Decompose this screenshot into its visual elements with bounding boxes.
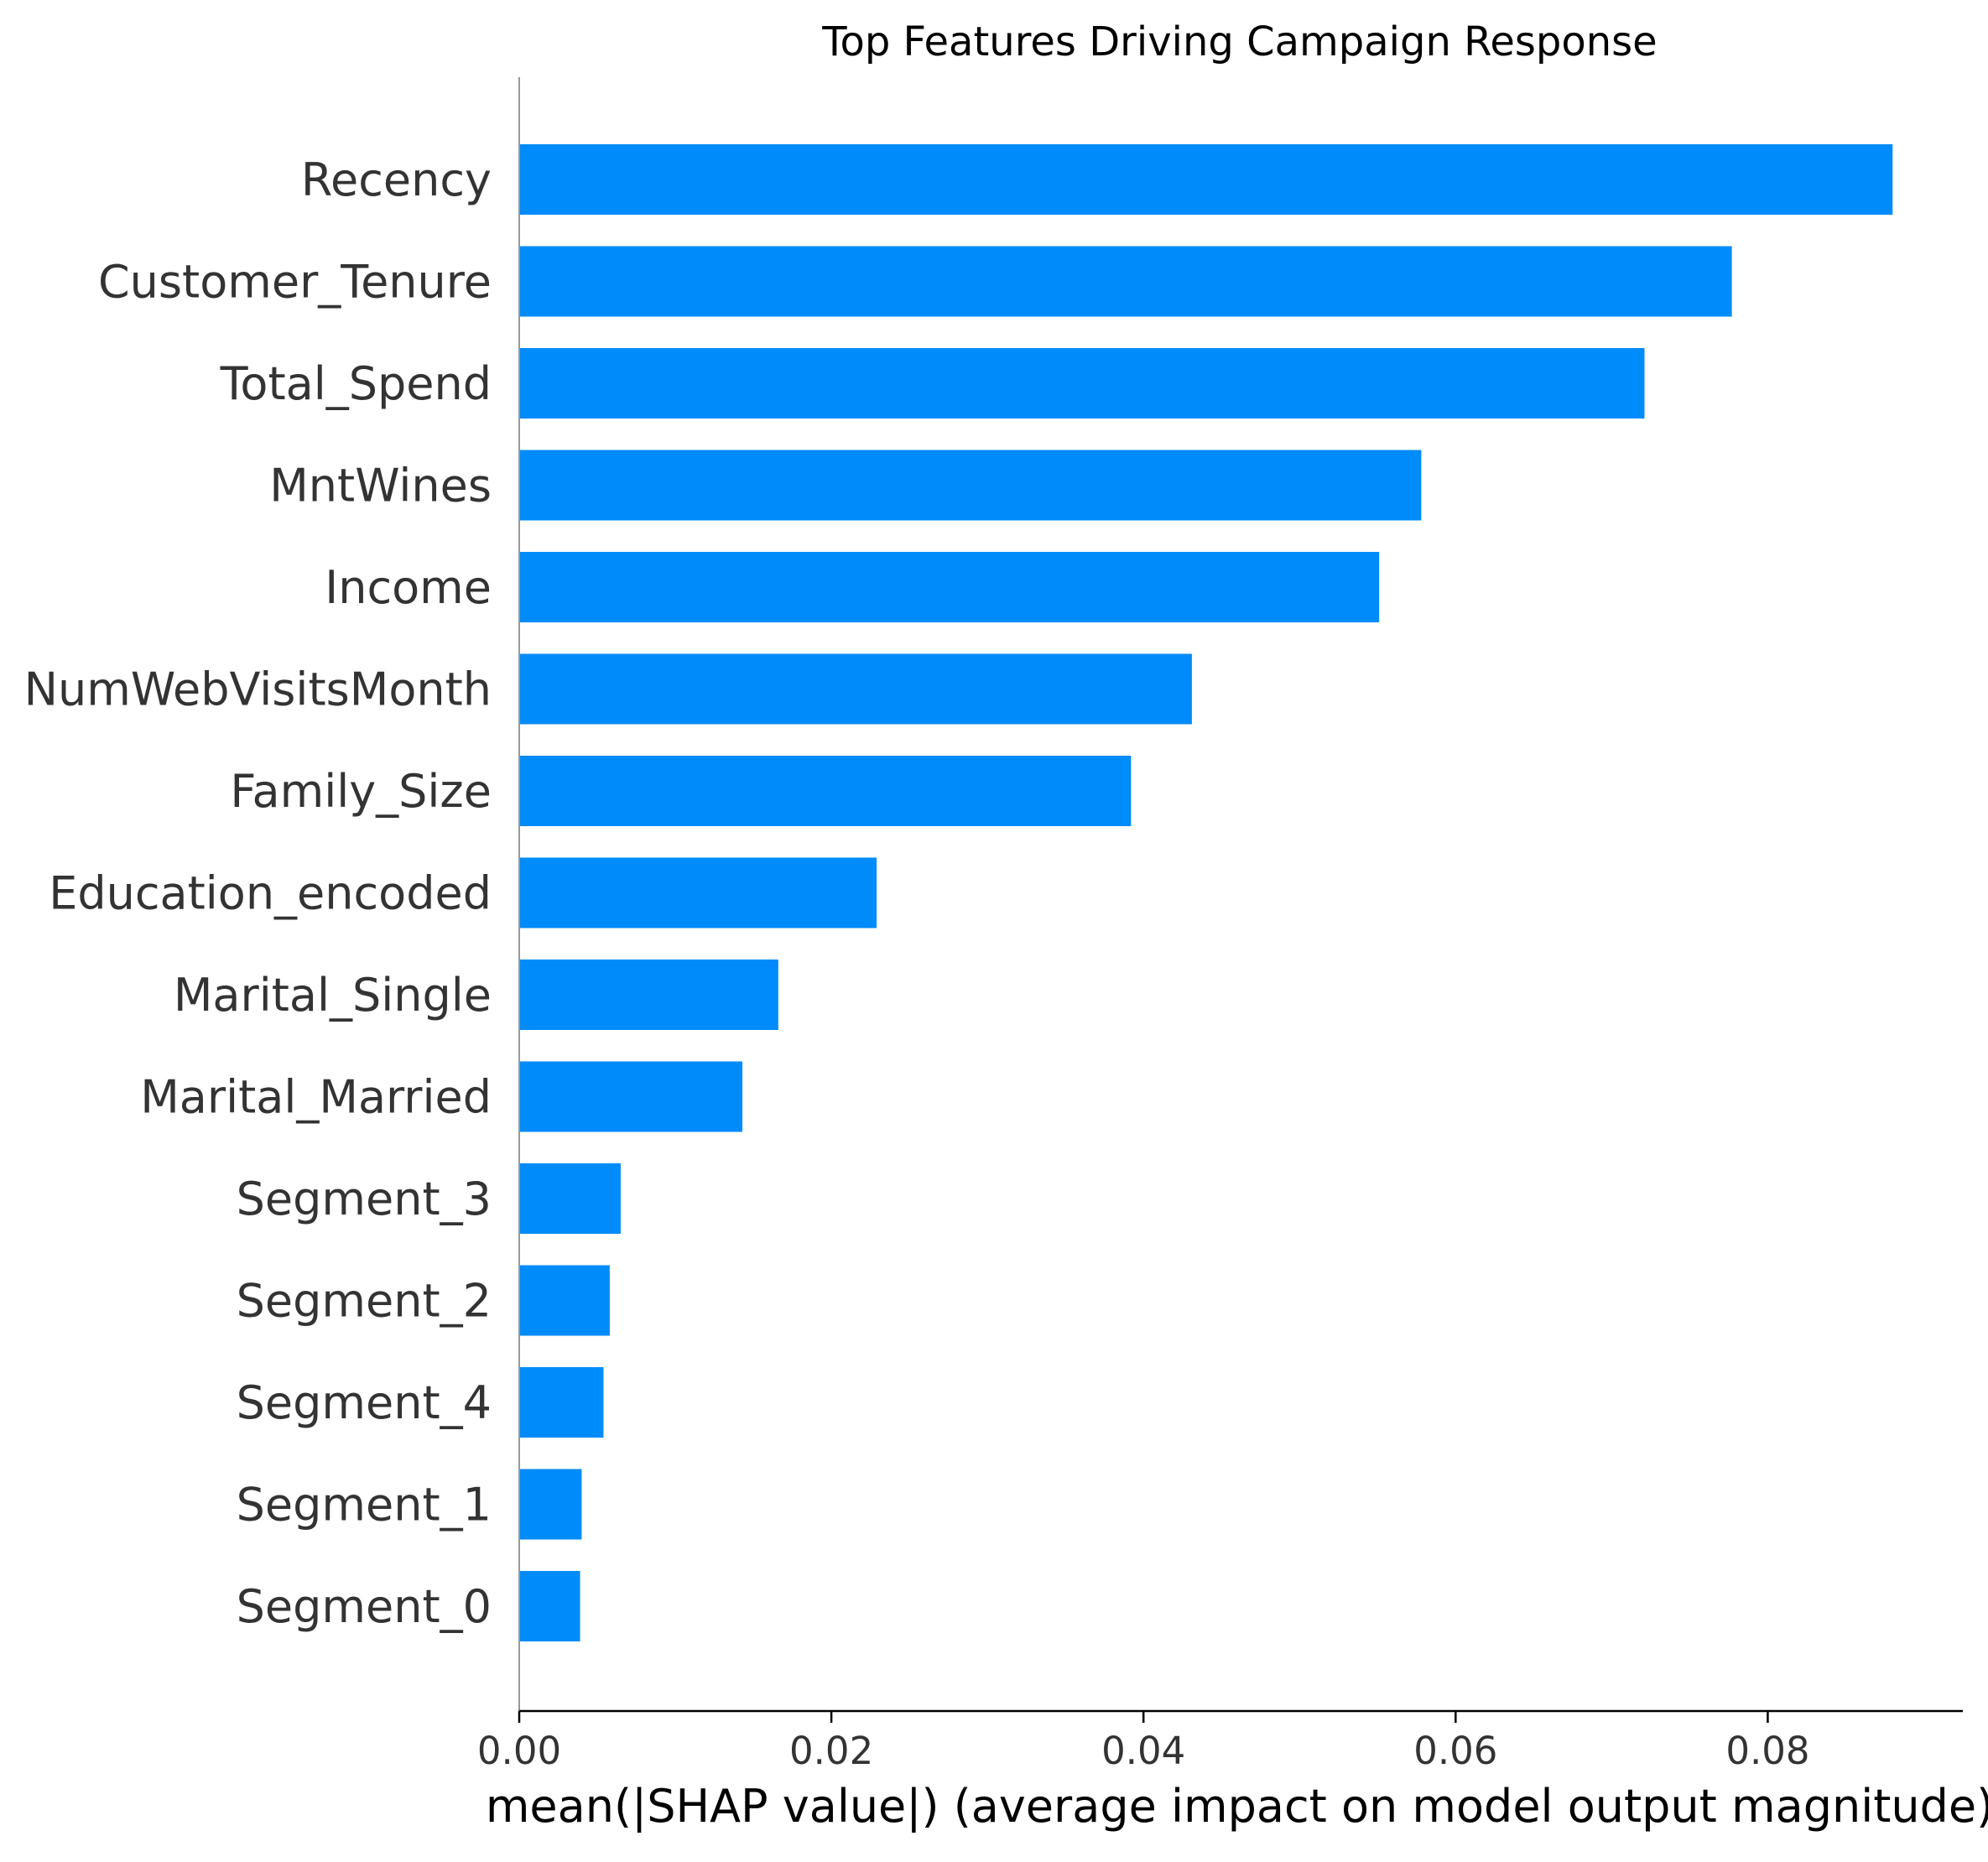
category-label: Marital_Single — [174, 969, 492, 1022]
bar-mntwines — [519, 450, 1422, 521]
bar-recency — [519, 144, 1893, 215]
x-tick-label: 0.06 — [1413, 1729, 1497, 1773]
chart-title: Top Features Driving Campaign Response — [821, 18, 1657, 65]
bar-segment-0 — [519, 1571, 580, 1641]
category-label: Customer_Tenure — [98, 256, 492, 309]
bar-family-size — [519, 756, 1132, 826]
x-axis-label: mean(|SHAP value|) (average impact on mo… — [486, 1780, 1988, 1833]
bar-marital-married — [519, 1061, 743, 1132]
bar-numwebvisitsmonth — [519, 653, 1192, 725]
category-label: Education_encoded — [49, 867, 492, 920]
category-label: Segment_1 — [237, 1479, 492, 1532]
category-label: MntWines — [269, 460, 492, 512]
bar-education-encoded — [519, 857, 877, 928]
bar-segment-4 — [519, 1367, 604, 1438]
category-labels-group: Recency Customer_Tenure Total_Spend MntWine… — [24, 153, 492, 1633]
category-label: NumWebVisitsMonth — [24, 663, 492, 716]
category-label: Marital_Married — [140, 1071, 492, 1124]
bars-group — [519, 144, 1893, 1641]
category-label: Total_Spend — [220, 357, 492, 410]
x-tick-label: 0.02 — [789, 1729, 873, 1773]
x-tick-label: 0.04 — [1101, 1729, 1185, 1773]
category-label: Recency — [301, 153, 492, 206]
category-label: Segment_4 — [237, 1376, 492, 1429]
category-label: Segment_2 — [237, 1275, 492, 1328]
category-label: Family_Size — [230, 765, 492, 818]
bar-segment-3 — [519, 1163, 621, 1234]
category-label: Segment_3 — [237, 1173, 492, 1225]
bar-marital-single — [519, 960, 778, 1030]
bar-total-spend — [519, 348, 1645, 419]
x-ticks-group: 0.00 0.02 0.04 0.06 0.08 — [477, 1711, 1810, 1773]
bar-customer-tenure — [519, 246, 1732, 317]
bar-segment-1 — [519, 1469, 582, 1540]
x-tick-label: 0.00 — [477, 1729, 561, 1773]
bar-income — [519, 552, 1380, 622]
category-label: Segment_0 — [237, 1580, 492, 1633]
x-tick-label: 0.08 — [1725, 1729, 1809, 1773]
bar-segment-2 — [519, 1265, 610, 1336]
category-label: Income — [325, 561, 492, 614]
